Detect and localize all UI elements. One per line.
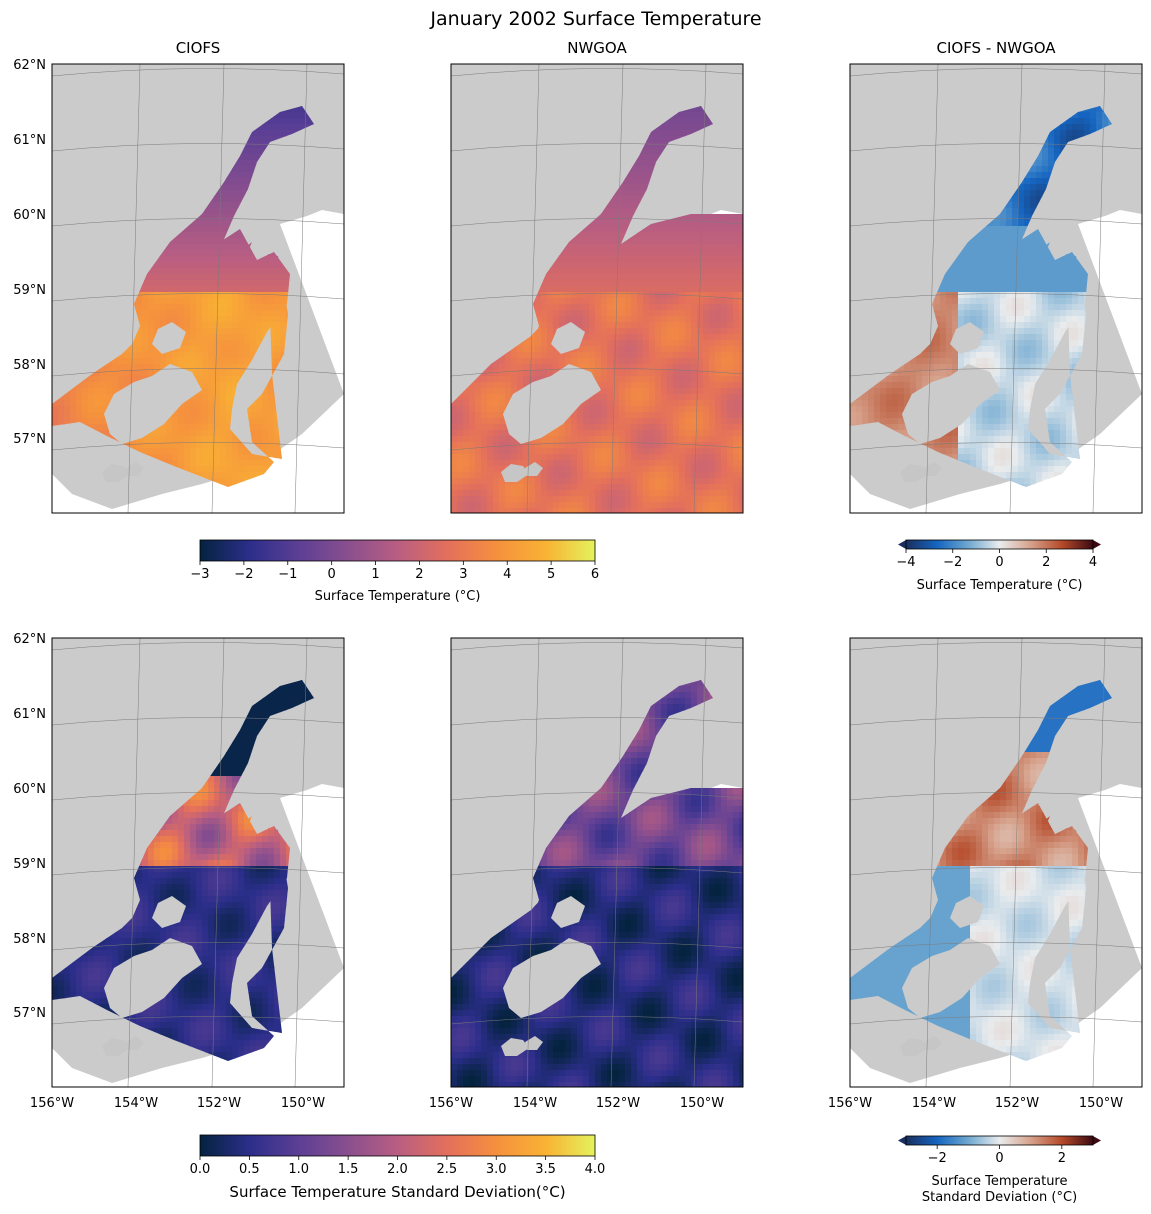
colorbar-label-line1: Surface Temperature	[931, 1174, 1067, 1189]
lat-tick-label: 61°N	[13, 707, 46, 722]
colorbar-tick-label: 1.0	[288, 1162, 309, 1177]
colorbar-extend-min	[898, 1136, 906, 1145]
colorbar-tick-label: 2.0	[387, 1162, 408, 1177]
lon-tick-label: 156°W	[828, 1096, 872, 1111]
lon-tick-label: 156°W	[30, 1096, 74, 1111]
lat-tick-label: 57°N	[13, 1006, 46, 1021]
colorbar-tick-label: −2	[928, 1151, 947, 1166]
panel-title: NWGOA	[567, 39, 627, 57]
colorbar-tick-label: 2	[415, 567, 423, 582]
panel-frame	[51, 637, 345, 1088]
lon-tick-label: 152°W	[995, 1096, 1039, 1111]
lat-tick-label: 59°N	[13, 283, 46, 298]
lat-tick-label: 62°N	[13, 58, 46, 73]
map-panel-2: NWGOA	[450, 39, 744, 514]
lat-tick-label: 61°N	[13, 133, 46, 148]
panel-title: CIOFS - NWGOA	[936, 39, 1056, 57]
panel-title: CIOFS	[176, 39, 221, 57]
colorbar-tick-label: −1	[278, 567, 297, 582]
lon-tick-label: 150°W	[1079, 1096, 1123, 1111]
colorbar-tick-label: 6	[591, 567, 599, 582]
map-panel-5: 156°W 154°W 152°W 150°W	[429, 637, 744, 1111]
colorbar-tick-label: −3	[190, 567, 209, 582]
colorbar-tick-label: −2	[234, 567, 253, 582]
colorbar-tick-label: 3.0	[486, 1162, 507, 1177]
figure-title: January 2002 Surface Temperature	[429, 8, 761, 30]
map-panel-3: CIOFS - NWGOA	[849, 39, 1143, 514]
colorbar-label-line2: Standard Deviation (°C)	[922, 1190, 1077, 1205]
panel-frame	[450, 63, 744, 514]
lat-tick-label: 60°N	[13, 208, 46, 223]
lon-tick-label: 154°W	[114, 1096, 158, 1111]
colorbar-ramp	[905, 539, 1094, 550]
panel-frame	[849, 637, 1143, 1088]
colorbar-mean: −3 −2 −1 0 1 2 3 4 5 6 Surface Temperature (°C)	[190, 539, 599, 604]
lat-tick-label: 57°N	[13, 432, 46, 447]
panel-frame	[849, 63, 1143, 514]
panel-frame	[51, 63, 345, 514]
map-panel-6: 156°W 154°W 152°W 150°W	[828, 637, 1143, 1111]
colorbar-tick-label: −4	[896, 555, 915, 570]
colorbar-tick-label: 3.5	[535, 1162, 556, 1177]
colorbar-tick-label: 0	[328, 567, 336, 582]
lon-tick-label: 152°W	[596, 1096, 640, 1111]
map-panel-1: CIOFS 62°N 61°N 60°N 59°N 58°N 57°N	[13, 39, 345, 514]
colorbar-tick-label: 0	[995, 555, 1003, 570]
map-panel-4: 62°N 61°N 60°N 59°N 58°N 57°N 156°W 154°W 152°W 1…	[13, 632, 345, 1111]
colorbar-ramp	[199, 1134, 596, 1157]
lat-tick-label: 60°N	[13, 782, 46, 797]
colorbar-label: Surface Temperature (°C)	[315, 589, 481, 604]
colorbar-tick-label: 1.5	[338, 1162, 359, 1177]
colorbar-tick-label: 2.5	[437, 1162, 458, 1177]
colorbar-extend-max	[1093, 540, 1101, 549]
lon-tick-label: 156°W	[429, 1096, 473, 1111]
colorbar-tick-label: 5	[547, 567, 555, 582]
colorbar-ramp	[199, 539, 596, 562]
colorbar-diff: −4 −2 0 2 4 Surface Temperature (°C)	[896, 539, 1101, 593]
colorbar-tick-label: 4.0	[585, 1162, 606, 1177]
panel-frame	[450, 637, 744, 1088]
lat-tick-label: 58°N	[13, 358, 46, 373]
colorbar-tick-label: −2	[943, 555, 962, 570]
colorbar-tick-label: 2	[1042, 555, 1050, 570]
colorbar-extend-max	[1093, 1136, 1101, 1145]
colorbar-tick-label: 2	[1058, 1151, 1066, 1166]
colorbar-tick-label: 4	[503, 567, 511, 582]
lon-tick-label: 152°W	[197, 1096, 241, 1111]
colorbar-std: 0.0 0.5 1.0 1.5 2.0 2.5 3.0 3.5 4.0 Surface Tempe…	[190, 1134, 606, 1201]
colorbar-extend-min	[898, 540, 906, 549]
colorbar-ramp	[905, 1135, 1094, 1146]
lat-tick-label: 62°N	[13, 632, 46, 647]
colorbar-tick-label: 4	[1089, 555, 1097, 570]
lon-tick-label: 154°W	[513, 1096, 557, 1111]
colorbar-tick-label: 0.5	[239, 1162, 260, 1177]
lon-tick-label: 150°W	[281, 1096, 325, 1111]
colorbar-tick-label: 0	[995, 1151, 1003, 1166]
colorbar-label: Surface Temperature Standard Deviation(°…	[229, 1183, 565, 1201]
lon-tick-label: 150°W	[680, 1096, 724, 1111]
lat-tick-label: 59°N	[13, 857, 46, 872]
lat-tick-label: 58°N	[13, 932, 46, 947]
colorbar-tick-label: 1	[371, 567, 379, 582]
lon-tick-label: 154°W	[912, 1096, 956, 1111]
colorbar-label: Surface Temperature (°C)	[917, 578, 1083, 593]
colorbar-tick-label: 0.0	[190, 1162, 211, 1177]
colorbar-tick-label: 3	[459, 567, 467, 582]
